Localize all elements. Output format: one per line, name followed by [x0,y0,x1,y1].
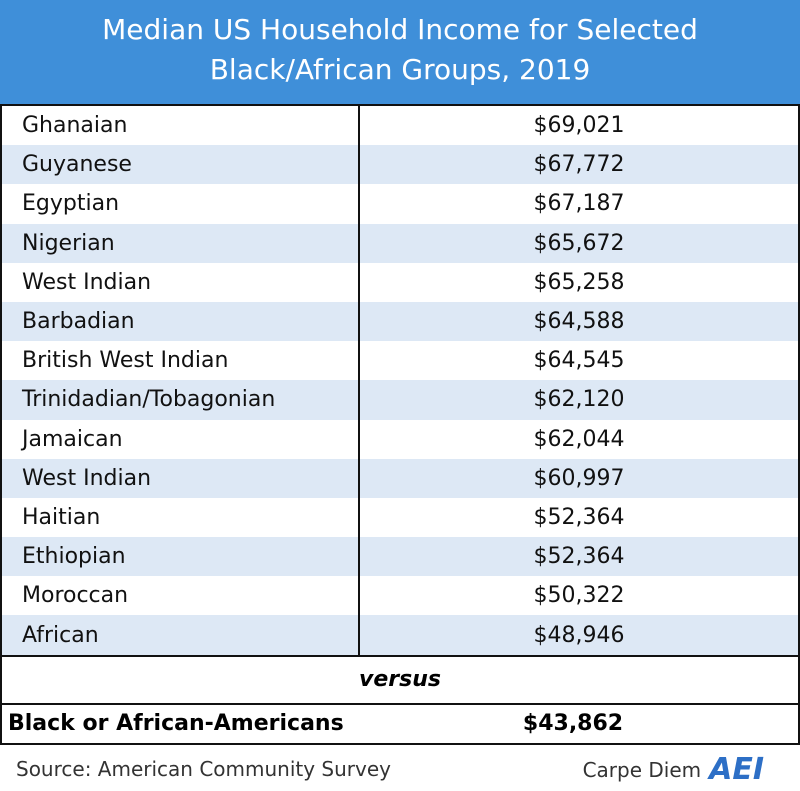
income-value: $65,258 [533,269,625,295]
income-value: $62,120 [533,387,625,413]
group-name: Ethiopian [2,537,360,577]
table-row: Ethiopian $52,364 [2,537,798,577]
total-value: $43,862 [522,711,624,737]
group-name: Nigerian [2,223,360,263]
group-name: Jamaican [2,419,360,459]
brand-name: Carpe Diem [582,758,702,782]
group-name: Barbadian [2,301,360,342]
table-row: Ghanaian $69,021 [2,106,798,146]
income-value: $62,044 [533,426,625,452]
table-row: British West Indian $64,545 [2,341,798,381]
income-value: $52,364 [533,504,625,530]
income-value: $50,322 [533,583,625,609]
table-row: African $48,946 [2,615,798,655]
table-body: Ghanaian $69,021 Guyanese $67,772 Egyptian $6… [2,106,798,655]
income-value: $67,187 [533,191,625,217]
title-line: Median US Household Income for Selected [102,13,698,46]
header: Median US Household Income for Selected … [0,0,800,104]
income-value: $60,997 [533,465,625,491]
footer: Source: American Community Survey Carpe … [0,749,800,791]
group-name: Egyptian [2,184,360,224]
group-name: Trinidadian/Tobagonian [2,380,360,420]
income-value: $48,946 [533,622,625,648]
income-value: $64,588 [533,309,625,335]
table-row: West Indian $65,258 [2,262,798,302]
income-value: $64,545 [533,348,625,374]
group-name: Haitian [2,497,360,538]
table-row: Jamaican $62,044 [2,419,798,459]
table-row: Nigerian $65,672 [2,223,798,263]
group-name: Ghanaian [2,106,360,146]
total-label: Black or African-Americans [8,711,344,737]
table: Ghanaian $69,021 Guyanese $67,772 Egyptian $6… [0,104,800,745]
title-line: Black/African Groups, 2019 [209,53,591,86]
income-value: $52,364 [533,544,625,570]
versus-row: versus [2,654,798,703]
table-row: Trinidadian/Tobagonian $62,120 [2,380,798,420]
brand: Carpe Diem AEI [582,752,764,787]
group-name: Guyanese [2,145,360,185]
table-row: West Indian $60,997 [2,458,798,498]
table-row: Haitian $52,364 [2,497,798,538]
income-value: $65,672 [533,230,625,256]
source: Source: American Community Survey [16,757,391,781]
table-row: Egyptian $67,187 [2,184,798,224]
logo: AEI [709,752,764,787]
table-row: Moroccan $50,322 [2,576,798,616]
group-name: West Indian [2,458,360,498]
group-name: African [2,615,360,655]
group-name: West Indian [2,262,360,302]
income-value: $69,021 [533,113,625,139]
group-name: Moroccan [2,576,360,616]
income-value: $67,772 [533,152,625,178]
total-row: Black or African-Americans $43,862 [2,702,798,743]
table-row: Guyanese $67,772 [2,145,798,185]
group-name: British West Indian [2,341,360,381]
table-row: Barbadian $64,588 [2,301,798,342]
